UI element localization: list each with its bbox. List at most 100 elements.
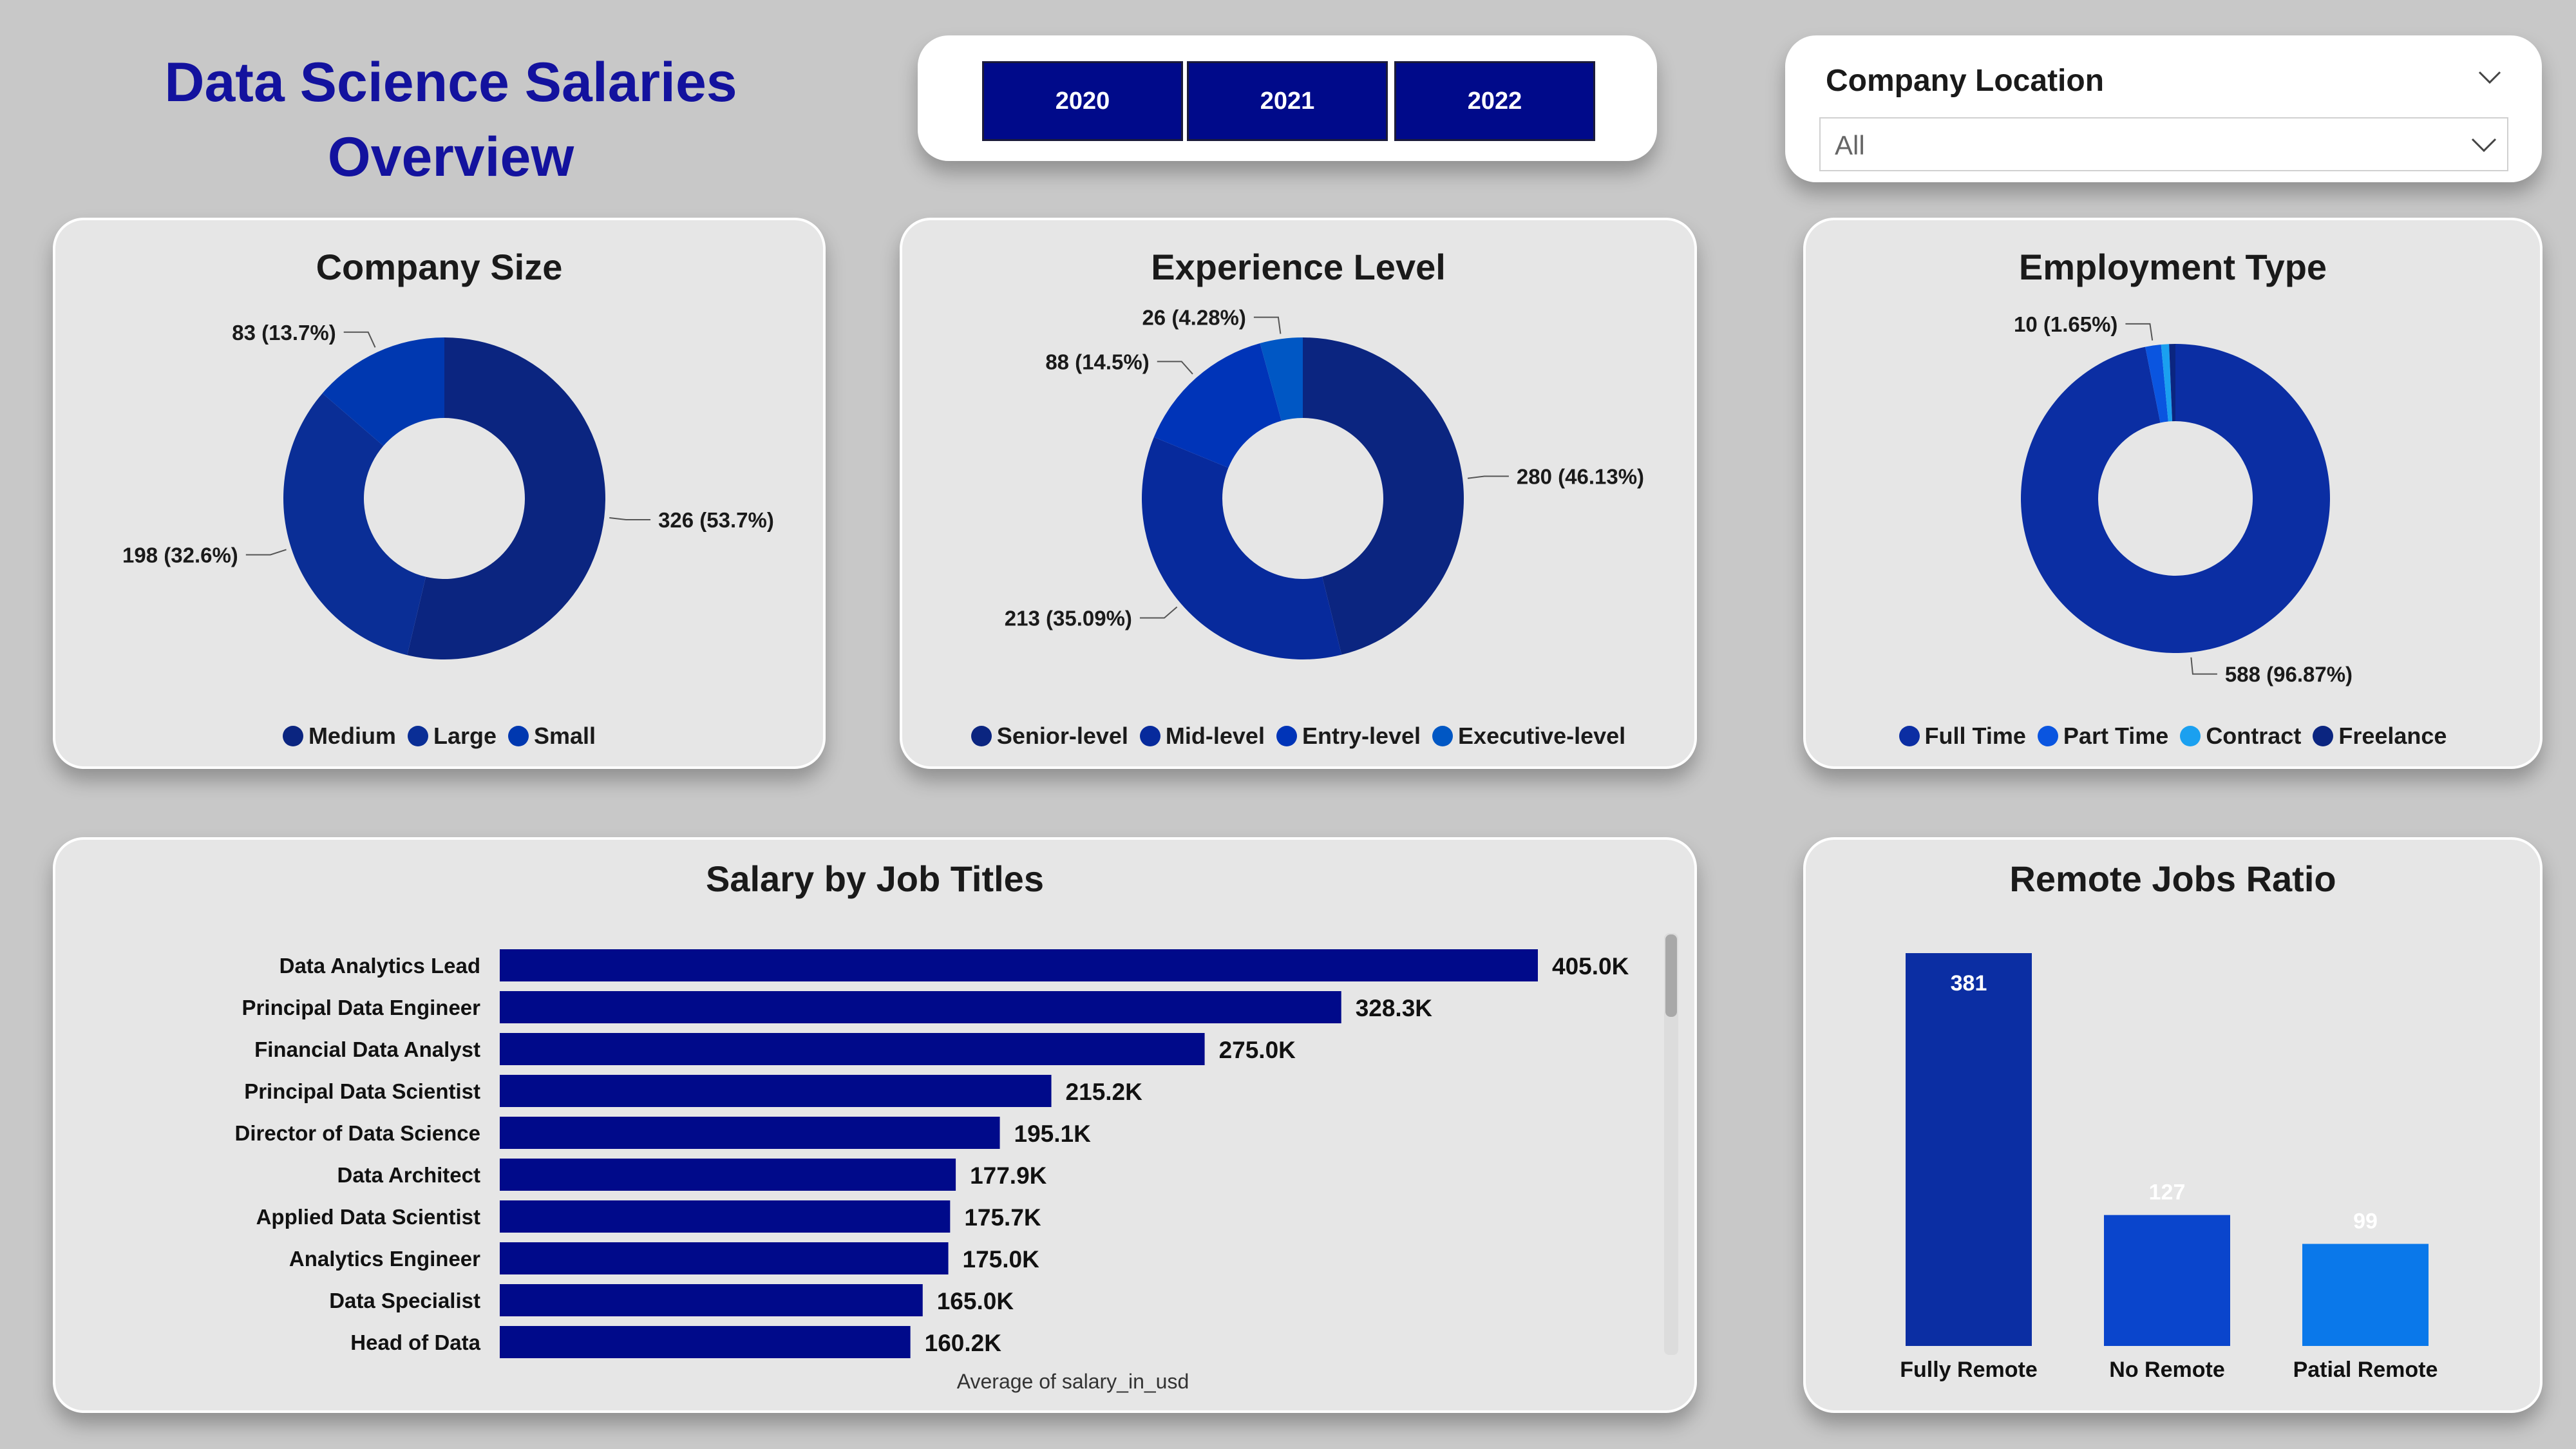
bar-category-label: Data Specialist [329,1289,480,1312]
donut-slice-contract[interactable] [2161,344,2173,422]
legend-item-contract[interactable]: Contract [2180,723,2301,750]
bar-head-of-data[interactable] [500,1326,911,1358]
salary-scrollbar[interactable] [1664,933,1678,1355]
legend-label: Mid-level [1165,723,1265,749]
bar-analytics-engineer[interactable] [500,1242,949,1274]
legend-dot-icon [2313,726,2334,746]
column-no-remote[interactable] [2104,1215,2230,1346]
company-size-donut: 326 (53.7%) 198 (32.6%) 83 (13.7%) [122,321,774,659]
legend-dot-icon [407,726,428,746]
year-button-2022[interactable]: 2022 [1394,61,1595,141]
bar-category-label: Head of Data [350,1331,480,1354]
donut-slice-senior-level[interactable] [1303,337,1464,655]
legend-dot-icon [1899,726,1920,746]
donut-slice-small[interactable] [322,337,444,446]
donut-data-label: 88 (14.5%) [1045,350,1149,374]
donut-data-label: 26 (4.28%) [1142,306,1245,330]
column-value-label: 381 [1951,971,1987,996]
employment-type-donut: 588 (96.87%) 10 (1.65%) [2014,312,2353,687]
legend-label: Medium [308,723,396,749]
donut-slice-freelance[interactable] [2169,344,2175,422]
bar-category-label: Applied Data Scientist [256,1205,480,1229]
bar-category-label: Principal Data Scientist [244,1079,480,1103]
legend-item-entry-level[interactable]: Entry-level [1276,723,1421,750]
company-location-label: Company Location [1826,64,2105,98]
bar-data-specialist[interactable] [500,1284,923,1316]
salary-scrollbar-thumb[interactable] [1665,934,1677,1017]
legend-item-mid-level[interactable]: Mid-level [1139,723,1265,750]
donut-data-label: 213 (35.09%) [1005,606,1132,630]
donut-leader-line [343,331,376,348]
donut-slice-medium[interactable] [407,337,605,659]
bar-category-label: Data Architect [337,1163,480,1187]
bar-category-label: Financial Data Analyst [254,1037,480,1061]
employment-type-card: Employment Type 588 (96.87%) 10 (1.65%) F… [1803,218,2543,769]
bar-applied-data-scientist[interactable] [500,1200,951,1233]
bar-principal-data-engineer[interactable] [500,991,1341,1023]
column-category-label: Patial Remote [2293,1358,2438,1382]
bar-category-label: Principal Data Engineer [242,996,481,1019]
legend-item-medium[interactable]: Medium [282,723,396,750]
salary-by-job-chart: Data Analytics Lead 405.0K Principal Data … [235,949,1629,1393]
legend-item-small[interactable]: Small [508,723,596,750]
legend-item-freelance[interactable]: Freelance [2313,723,2447,750]
company-size-title: Company Size [316,247,563,287]
donut-slice-part-time[interactable] [2145,345,2168,423]
legend-item-full-time[interactable]: Full Time [1899,723,2026,750]
company-location-select[interactable]: All [1819,117,2508,171]
company-size-legend: Medium Large Small [55,723,823,750]
legend-item-executive-level[interactable]: Executive-level [1432,723,1625,750]
experience-level-card: Experience Level 280 (46.13%) 213 (35.09%… [900,218,1697,769]
legend-dot-icon [1432,726,1454,746]
legend-label: Executive-level [1458,723,1626,749]
bar-director-of-data-science[interactable] [500,1117,1000,1149]
bar-value-label: 328.3K [1356,995,1433,1021]
donut-slice-full-time[interactable] [2021,344,2330,653]
donut-slice-mid-level[interactable] [1142,437,1342,659]
donut-leader-line [2190,657,2217,675]
donut-slice-entry-level[interactable] [1153,343,1282,468]
legend-item-large[interactable]: Large [407,723,497,750]
bar-data-analytics-lead[interactable] [500,949,1538,981]
column-category-label: No Remote [2109,1358,2224,1382]
year-button-2020[interactable]: 2020 [982,61,1183,141]
column-category-label: Fully Remote [1900,1358,2037,1382]
column-value-label: 99 [2353,1209,2378,1233]
column-patial-remote[interactable] [2302,1244,2429,1346]
legend-dot-icon [2180,726,2201,746]
bar-value-label: 160.2K [925,1330,1002,1356]
bar-financial-data-analyst[interactable] [500,1033,1205,1065]
bar-value-label: 195.1K [1014,1121,1092,1147]
donut-data-label: 326 (53.7%) [658,508,774,532]
bar-value-label: 275.0K [1219,1037,1296,1063]
experience-level-donut: 280 (46.13%) 213 (35.09%) 88 (14.5%) 26 (4.… [1005,306,1644,659]
year-button-2021[interactable]: 2021 [1187,61,1388,141]
x-axis-label: Average of salary_in_usd [957,1370,1189,1393]
bar-category-label: Director of Data Science [235,1121,480,1145]
donut-slice-large[interactable] [283,393,426,656]
legend-label: Large [433,723,497,749]
company-size-card: Company Size 326 (53.7%) 198 (32.6%) 83 (1… [53,218,826,769]
remote-jobs-card: Remote Jobs Ratio 381 Fully Remote 127 No R… [1803,837,2543,1413]
legend-label: Small [534,723,596,749]
page-title-line2: Overview [327,126,574,188]
legend-item-part-time[interactable]: Part Time [2037,723,2168,750]
bar-category-label: Analytics Engineer [289,1247,480,1271]
legend-item-senior-level[interactable]: Senior-level [971,723,1128,750]
donut-leader-line [1467,475,1509,479]
donut-leader-line [1139,606,1178,619]
bar-value-label: 405.0K [1552,953,1629,980]
employment-type-legend: Full Time Part Time Contract Freelance [1806,723,2540,750]
bar-principal-data-scientist[interactable] [500,1075,1052,1107]
donut-slice-executive-level[interactable] [1260,337,1303,421]
bar-data-architect[interactable] [500,1159,956,1191]
chevron-down-icon[interactable] [2477,68,2503,86]
legend-label: Entry-level [1302,723,1421,749]
donut-data-label: 83 (13.7%) [232,321,336,345]
donut-data-label: 198 (32.6%) [122,543,238,567]
donut-data-label: 10 (1.65%) [2014,312,2117,336]
column-fully-remote[interactable] [1906,953,2032,1346]
bar-category-label: Data Analytics Lead [279,954,480,978]
legend-label: Full Time [1924,723,2026,749]
legend-label: Contract [2206,723,2302,749]
